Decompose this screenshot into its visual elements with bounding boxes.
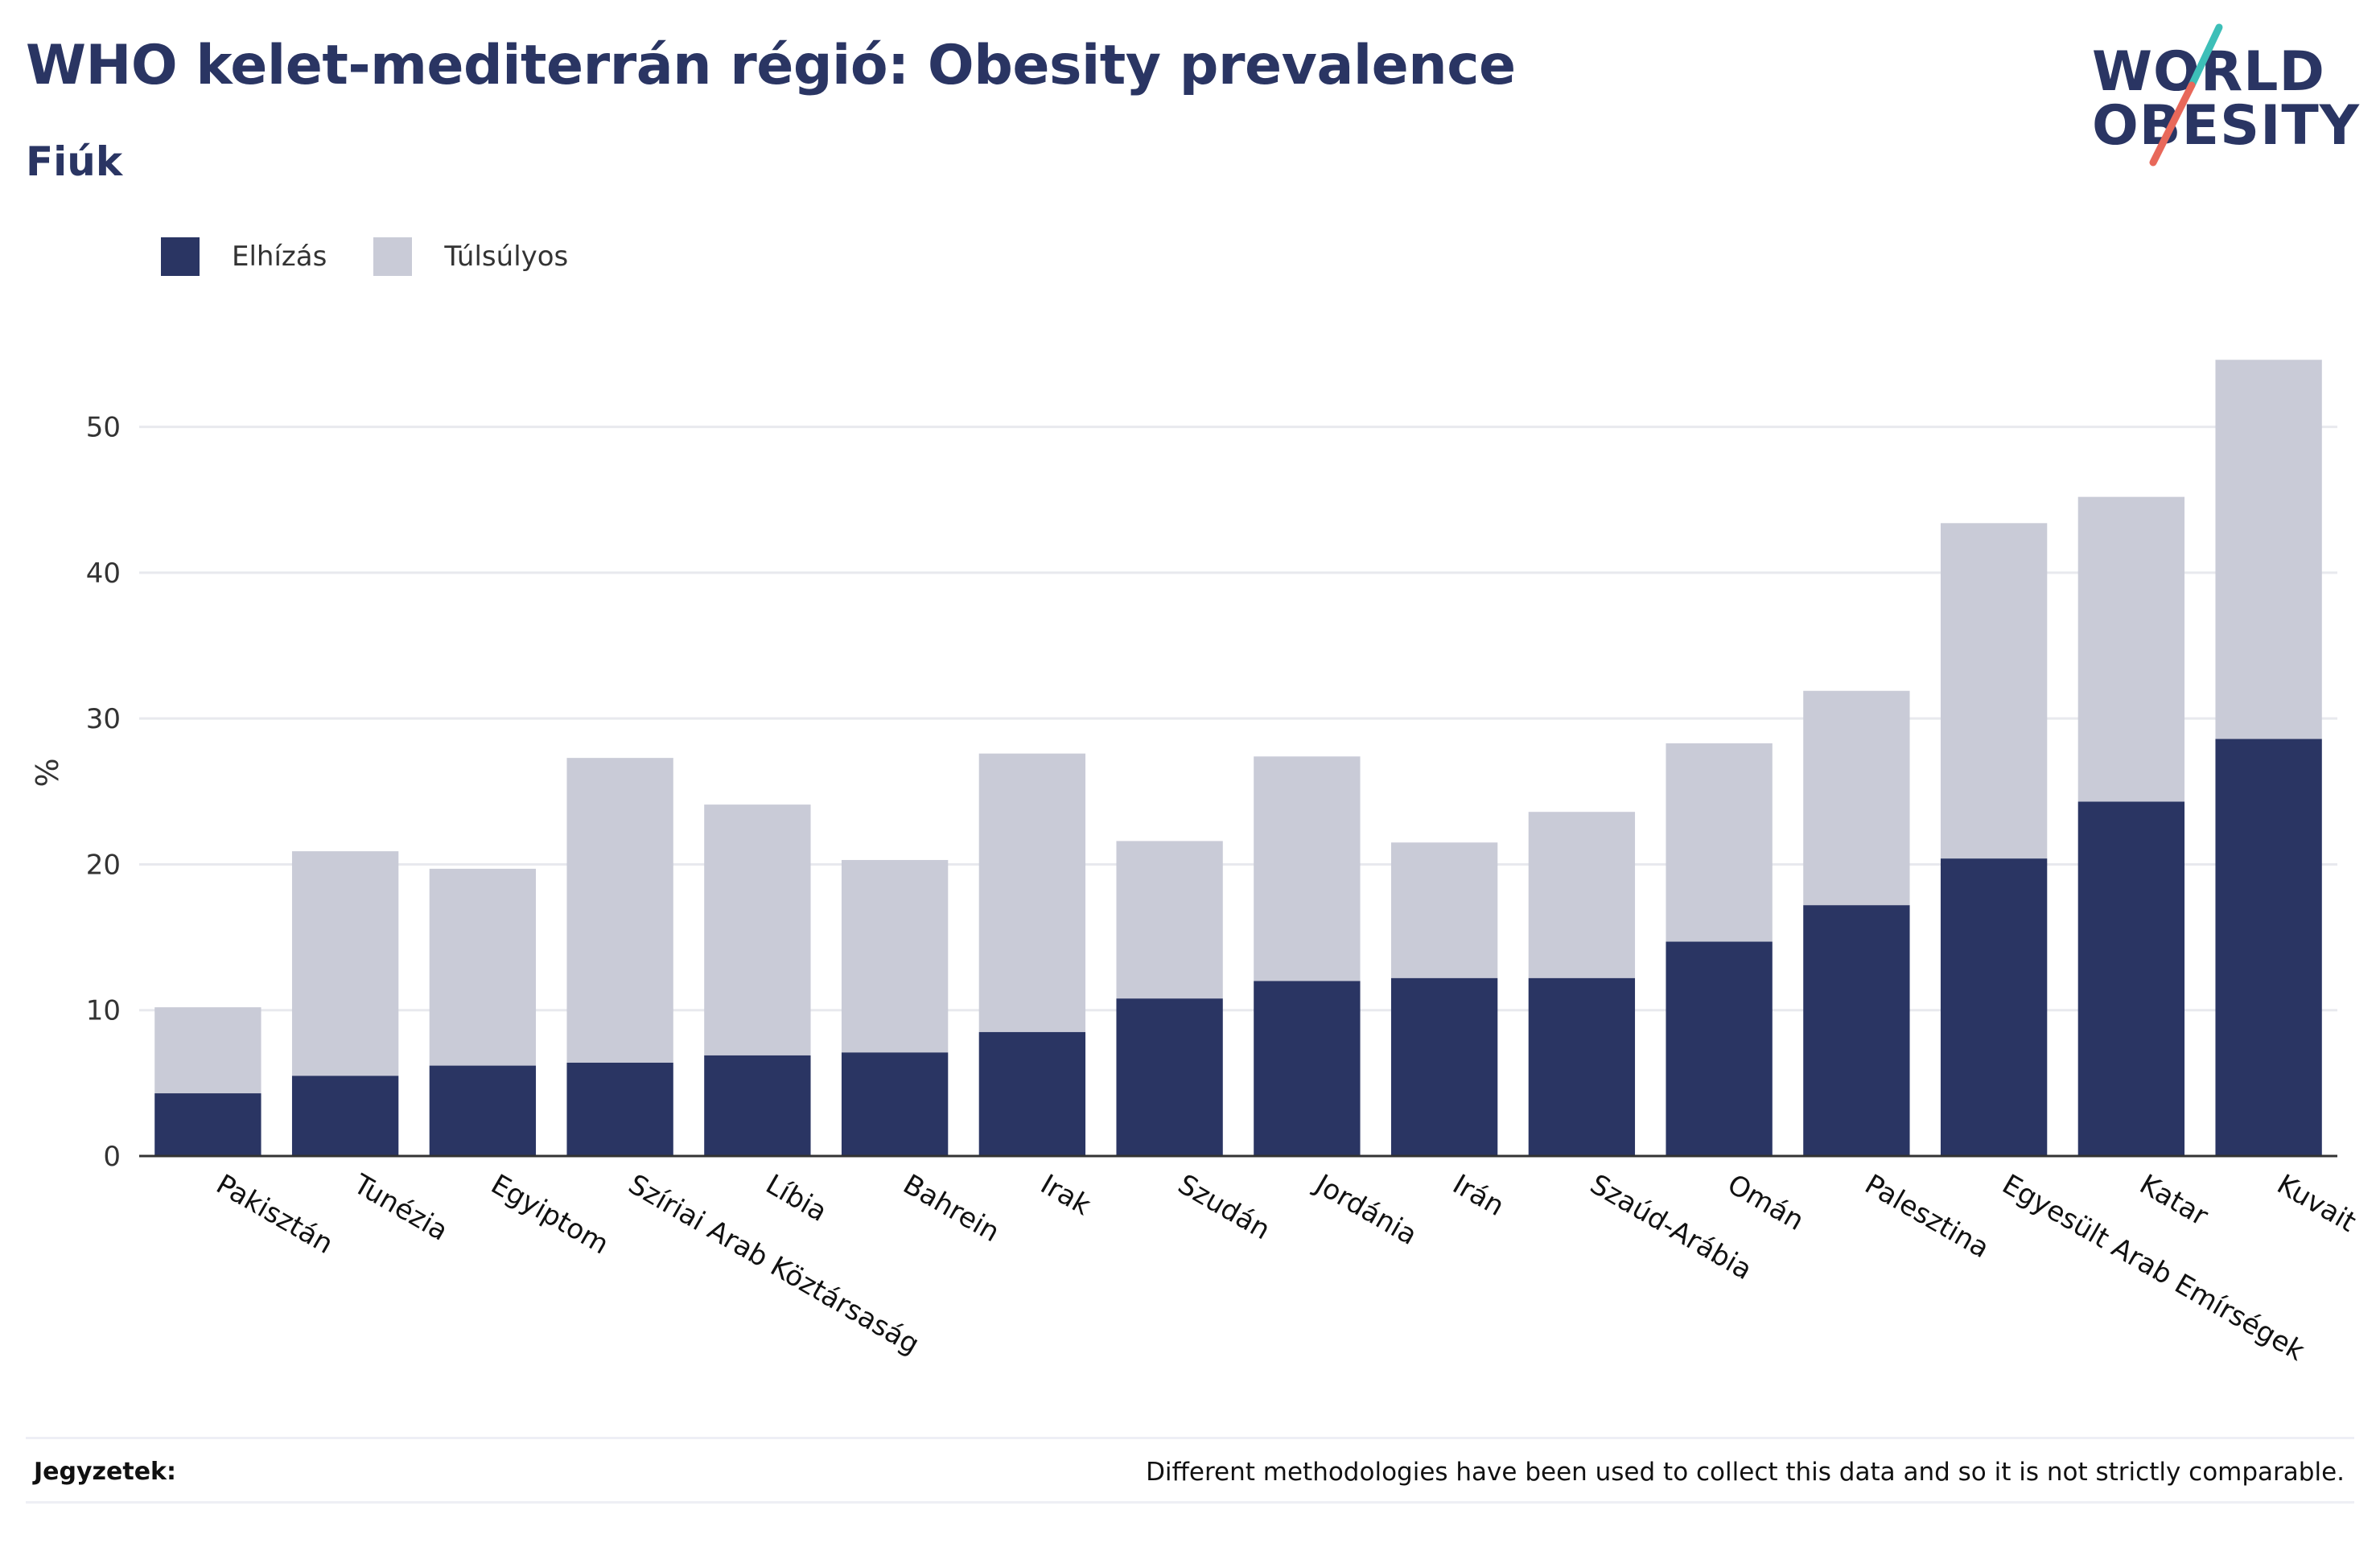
bar-overweight: [978, 753, 1086, 1032]
bar-obesity: [1803, 905, 1910, 1156]
chart-title: WHO kelet-mediterrán régió: Obesity prev…: [26, 34, 1516, 97]
bar-overweight: [1254, 756, 1361, 981]
bar-obesity: [2215, 739, 2322, 1156]
x-tick-label: Líbia: [760, 1168, 833, 1228]
legend-swatch-obesity: [161, 237, 200, 276]
bar-obesity: [1390, 977, 1498, 1156]
world-obesity-logo[interactable]: WORLD OBESITY: [2092, 23, 2366, 175]
footer-divider-bottom: [26, 1501, 2354, 1504]
logo-slash-icon: [2149, 23, 2223, 167]
x-tick-label: Katar: [2134, 1168, 2213, 1232]
bar-obesity: [2077, 801, 2185, 1156]
y-tick-label: 50: [86, 412, 121, 444]
y-tick-label: 0: [103, 1141, 121, 1173]
bar-overweight: [291, 851, 399, 1076]
footer-divider-top: [26, 1437, 2354, 1439]
bar-overweight: [1940, 523, 2048, 859]
logo-line-2: OBESITY: [2092, 94, 2360, 158]
bar-obesity: [1528, 977, 1636, 1156]
legend-label-overweight: Túlsúlyos: [444, 241, 569, 273]
bar-overweight: [566, 758, 673, 1063]
bar-overweight: [1666, 743, 1773, 942]
x-tick-label: Irán: [1447, 1168, 1509, 1223]
bar-overweight: [154, 1007, 261, 1094]
bar-obesity: [1940, 858, 2048, 1156]
bar-obesity: [291, 1076, 399, 1156]
chart-subtitle: Fiúk: [26, 138, 123, 185]
x-tick-label: Pakisztán: [211, 1168, 339, 1261]
y-tick-label: 10: [86, 995, 121, 1027]
x-tick-label: Bahrein: [898, 1168, 1005, 1249]
bar-obesity: [154, 1093, 261, 1156]
bar-overweight: [429, 868, 537, 1066]
bar-obesity: [841, 1052, 949, 1156]
y-tick-label: 40: [86, 557, 121, 590]
x-tick-label: Tunézia: [348, 1168, 454, 1248]
y-axis-label: %: [30, 758, 65, 787]
bar-overweight: [2077, 496, 2185, 802]
x-tick-label: Kuvait: [2271, 1168, 2361, 1239]
bar-overweight: [704, 804, 811, 1055]
bar-overweight: [1528, 812, 1636, 978]
y-tick-label: 30: [86, 703, 121, 735]
bar-overweight: [1390, 842, 1498, 978]
bar-obesity: [1666, 941, 1773, 1156]
bar-obesity: [704, 1055, 811, 1156]
legend-item-overweight[interactable]: Túlsúlyos: [373, 237, 568, 276]
notes-text: Different methodologies have been used t…: [1146, 1458, 2345, 1487]
bar-obesity: [566, 1062, 673, 1156]
x-tick-label: Szudán: [1172, 1168, 1275, 1246]
x-tick-label: Palesztina: [1859, 1168, 1995, 1265]
bar-overweight: [841, 860, 949, 1053]
x-tick-label: Irak: [1035, 1168, 1096, 1222]
bar-obesity: [978, 1031, 1086, 1156]
x-tick-label: Omán: [1722, 1168, 1810, 1237]
x-tick-label: Jordánia: [1308, 1167, 1423, 1252]
bar-overweight: [1116, 841, 1223, 999]
legend-label-obesity: Elhízás: [232, 241, 327, 273]
bar-obesity: [429, 1065, 537, 1156]
legend-swatch-overweight: [373, 237, 413, 276]
bar-obesity: [1254, 981, 1361, 1156]
bar-overweight: [2215, 360, 2322, 739]
bar-overweight: [1803, 690, 1910, 906]
y-tick-label: 20: [86, 849, 121, 881]
notes-label: Jegyzetek:: [34, 1458, 176, 1486]
bar-obesity: [1116, 998, 1223, 1156]
x-tick-label: Egyiptom: [485, 1168, 614, 1261]
chart-legend: Elhízás Túlsúlyos: [161, 237, 615, 276]
legend-item-obesity[interactable]: Elhízás: [161, 237, 327, 276]
